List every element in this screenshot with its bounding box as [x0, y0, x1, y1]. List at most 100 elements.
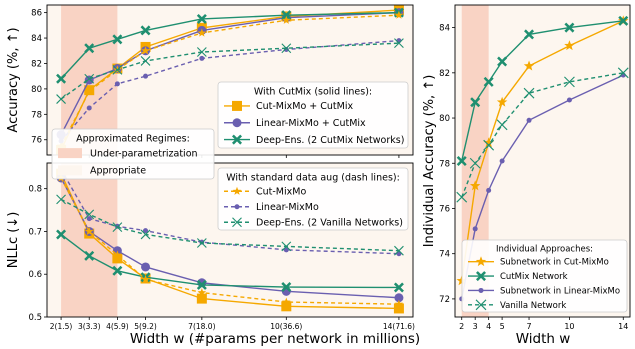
- legend-marker: [476, 271, 486, 282]
- legend-box: [461, 239, 628, 313]
- data-point: [469, 157, 481, 169]
- data-point: [394, 10, 404, 19]
- data-point: [140, 229, 151, 240]
- legend-label: Cut-MixMo + CutMix: [256, 101, 353, 112]
- data-point: [393, 282, 404, 293]
- data-point: [564, 40, 575, 51]
- legend-item-subnetwork-in-cut-mixmo: Subnetwork in Cut-MixMo: [468, 256, 609, 268]
- data-point: [281, 43, 292, 54]
- series-cutmix-network: [456, 15, 629, 166]
- data-point: [56, 73, 67, 84]
- legend-label: CutMix Network: [500, 272, 568, 282]
- x-tick-label: 2: [459, 322, 464, 331]
- data-point: [483, 137, 494, 148]
- data-point: [113, 250, 122, 259]
- x-tick-label: 5: [500, 322, 505, 331]
- data-point: [197, 288, 207, 297]
- data-point: [143, 228, 149, 234]
- data-point: [524, 29, 535, 40]
- y-tick-label: 0.6: [28, 270, 42, 280]
- data-point: [84, 226, 94, 236]
- data-point: [196, 238, 207, 248]
- data-point: [140, 56, 151, 66]
- legend-title: With standard data aug (dash lines):: [226, 173, 400, 184]
- legend-item-under-parametrization: Under-parametrization: [58, 148, 198, 159]
- data-point: [84, 86, 94, 96]
- legend-title: Individual Approaches:: [496, 245, 593, 255]
- axes-frame: [46, 162, 414, 318]
- y-tick-label: 78: [439, 159, 450, 169]
- legend-marker: [232, 186, 242, 195]
- legend-marker: [232, 134, 242, 145]
- legend-label: Linear-MixMo: [256, 202, 319, 213]
- legend-label: Appropriate: [90, 166, 146, 177]
- data-point: [483, 76, 494, 87]
- legend-item-deep-ens-2-vanilla-networks: Deep-Ens. (2 Vanilla Networks): [224, 217, 403, 229]
- legend-marker: [232, 217, 242, 228]
- data-point: [196, 13, 207, 24]
- x-tick-label: 5(9.2): [134, 322, 157, 331]
- individual-legend: Individual Approaches: Subnetwork in Cut-…: [461, 239, 628, 313]
- data-point: [199, 55, 205, 61]
- legend-marker: [475, 299, 487, 311]
- y-tick-label: 84: [31, 34, 42, 44]
- y-tick-label: 0.5: [28, 313, 42, 323]
- individual-accuracy-panel: 72 74 76 78 80 82 84 2 3 4 5 7 10 14 Individual Accura…: [422, 4, 631, 331]
- y-tick-label: 72: [439, 295, 450, 305]
- data-point: [114, 81, 120, 87]
- axes-frame: [454, 4, 631, 318]
- data-point: [394, 293, 404, 303]
- y-axis-label: Accuracy (%, ↑): [6, 27, 21, 132]
- y-tick-label: 86: [31, 9, 42, 19]
- legend-label: Vanilla Network: [500, 301, 566, 311]
- data-point: [196, 47, 207, 57]
- y-tick-label: 76: [439, 204, 450, 214]
- legend-item-subnetwork-in-linear-mixmo: Subnetwork in Linear-MixMo: [468, 286, 620, 296]
- data-point: [140, 25, 151, 36]
- data-point: [56, 229, 67, 240]
- data-point: [394, 38, 404, 49]
- data-point: [496, 119, 508, 131]
- x-tick-label: 3(3.3): [78, 322, 101, 331]
- data-point: [196, 279, 207, 290]
- y-axis-label: NLLc (↓): [6, 212, 21, 269]
- legend-box: [217, 167, 409, 231]
- data-point: [564, 22, 575, 33]
- data-point: [197, 28, 207, 37]
- accuracy-panel: 76 78 80 82 84 86 Accuracy (%, ↑) With CutMix (…: [6, 4, 414, 158]
- x-tick-label: 3: [473, 322, 478, 331]
- legend-marker: [232, 118, 242, 128]
- data-point: [281, 241, 292, 252]
- data-point: [281, 301, 292, 312]
- data-point: [141, 274, 150, 283]
- legend-item-cut-mixmo-cutmix: Cut-MixMo + CutMix: [224, 100, 353, 112]
- data-point: [394, 299, 404, 308]
- standard-aug-legend: With standard data aug (dash lines): Cut-…: [217, 167, 409, 231]
- legend-item-cutmix-network: CutMix Network: [468, 271, 568, 282]
- data-point: [523, 60, 535, 71]
- x-tick-label: 14(71.6): [383, 322, 415, 331]
- legend-marker: [232, 100, 242, 111]
- data-point: [499, 158, 505, 164]
- data-point: [486, 187, 492, 193]
- y-tick-label: 82: [31, 59, 42, 69]
- data-point: [497, 56, 508, 67]
- data-point: [456, 156, 467, 166]
- legend-marker: [475, 256, 487, 267]
- data-point: [112, 265, 123, 276]
- data-point: [281, 10, 292, 21]
- right-x-axis-label: Width w: [516, 331, 571, 347]
- under-parametrization-region: [61, 163, 118, 317]
- data-point: [394, 245, 404, 256]
- data-point: [472, 226, 478, 232]
- legend-title: With CutMix (solid lines):: [254, 87, 372, 98]
- data-point: [393, 303, 404, 314]
- data-point: [86, 216, 92, 222]
- data-point: [84, 43, 95, 54]
- data-point: [112, 64, 123, 75]
- series-vanilla-network: [456, 67, 629, 203]
- data-point: [483, 139, 495, 151]
- data-point: [112, 34, 123, 45]
- data-point: [86, 105, 92, 111]
